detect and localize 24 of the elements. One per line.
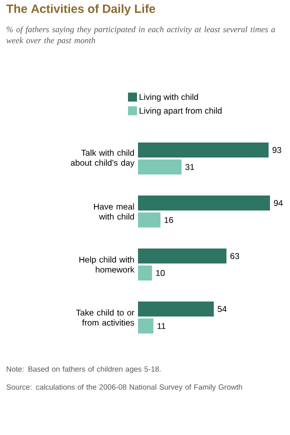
data-label: 10 [156, 270, 165, 276]
bar [138, 212, 160, 228]
legend-label: Living apart from child [140, 107, 222, 116]
data-label: 11 [158, 323, 166, 329]
bar [138, 318, 154, 334]
legend-label: Living with child [140, 94, 198, 102]
data-label: 31 [185, 164, 194, 170]
y-tick-label: Talk with child about child's day [70, 150, 134, 168]
data-label: 63 [230, 253, 240, 260]
chart-title: The Activities of Daily Life [6, 4, 156, 16]
y-tick-label: Take child to or from activities [76, 309, 134, 326]
data-label: 94 [274, 200, 283, 206]
bar [138, 142, 269, 158]
data-label: 93 [272, 147, 282, 154]
data-label: 54 [218, 306, 227, 312]
bar [138, 196, 270, 210]
bar [138, 266, 152, 280]
chart-subtitle: % of fathers saying they participated in each activity at least several times a week over the past month [6, 26, 276, 45]
y-tick-label: Have meal with child [94, 203, 134, 220]
bar [138, 302, 214, 316]
y-tick-label: Help child with homework [79, 256, 134, 273]
bar [138, 248, 226, 264]
data-label: 16 [164, 217, 174, 224]
bar [138, 160, 182, 174]
